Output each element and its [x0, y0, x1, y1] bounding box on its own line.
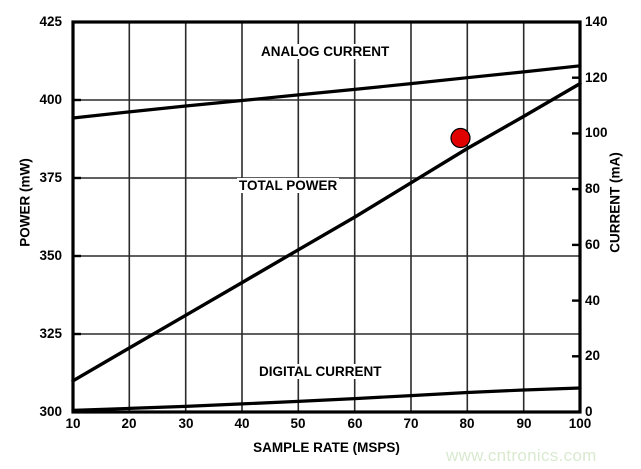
- x-tick-40: 40: [234, 416, 250, 431]
- x-tick-100: 100: [568, 416, 592, 431]
- left-axis-ticks: [73, 98, 81, 336]
- y-right-tick-140: 140: [585, 14, 608, 29]
- series-label-digital-current: DIGITAL CURRENT: [257, 364, 384, 379]
- x-tick-70: 70: [403, 416, 419, 431]
- y-axis-right-title: CURRENT (mA): [607, 152, 623, 253]
- x-tick-20: 20: [121, 416, 137, 431]
- y-right-tick-100: 100: [585, 125, 608, 140]
- series-total-power: [71, 81, 582, 383]
- plot-frame: [71, 20, 582, 414]
- series-label-total-power: TOTAL POWER: [237, 178, 340, 193]
- y-left-tick-300: 300: [39, 404, 62, 419]
- y-right-tick-0: 0: [585, 404, 593, 419]
- x-tick-30: 30: [178, 416, 194, 431]
- y-axis-left-title: POWER (mW): [17, 158, 33, 247]
- x-tick-90: 90: [516, 416, 532, 431]
- x-tick-10: 10: [65, 416, 81, 431]
- x-tick-80: 80: [459, 416, 475, 431]
- series-label-analog-current: ANALOG CURRENT: [259, 44, 392, 59]
- y-right-tick-40: 40: [585, 293, 601, 308]
- y-right-tick-80: 80: [585, 181, 601, 196]
- x-tick-50: 50: [290, 416, 306, 431]
- watermark-text: www.cntronics.com: [446, 446, 597, 465]
- plot-background: [73, 22, 580, 412]
- x-tick-60: 60: [347, 416, 363, 431]
- y-left-tick-325: 325: [39, 326, 62, 341]
- right-axis-ticks: [572, 76, 580, 358]
- series-analog-current: [71, 64, 582, 120]
- y-left-tick-425: 425: [39, 14, 62, 29]
- y-right-tick-60: 60: [585, 237, 601, 252]
- highlight-point-marker[interactable]: [450, 127, 471, 149]
- y-right-tick-20: 20: [585, 348, 601, 363]
- y-left-tick-350: 350: [39, 248, 62, 263]
- y-right-tick-120: 120: [585, 70, 608, 85]
- y-left-tick-400: 400: [39, 92, 62, 107]
- y-left-tick-375: 375: [39, 170, 62, 185]
- x-axis-title: SAMPLE RATE (MSPS): [253, 440, 400, 455]
- horizontal-gridlines: [73, 99, 580, 335]
- series-digital-current: [71, 386, 582, 412]
